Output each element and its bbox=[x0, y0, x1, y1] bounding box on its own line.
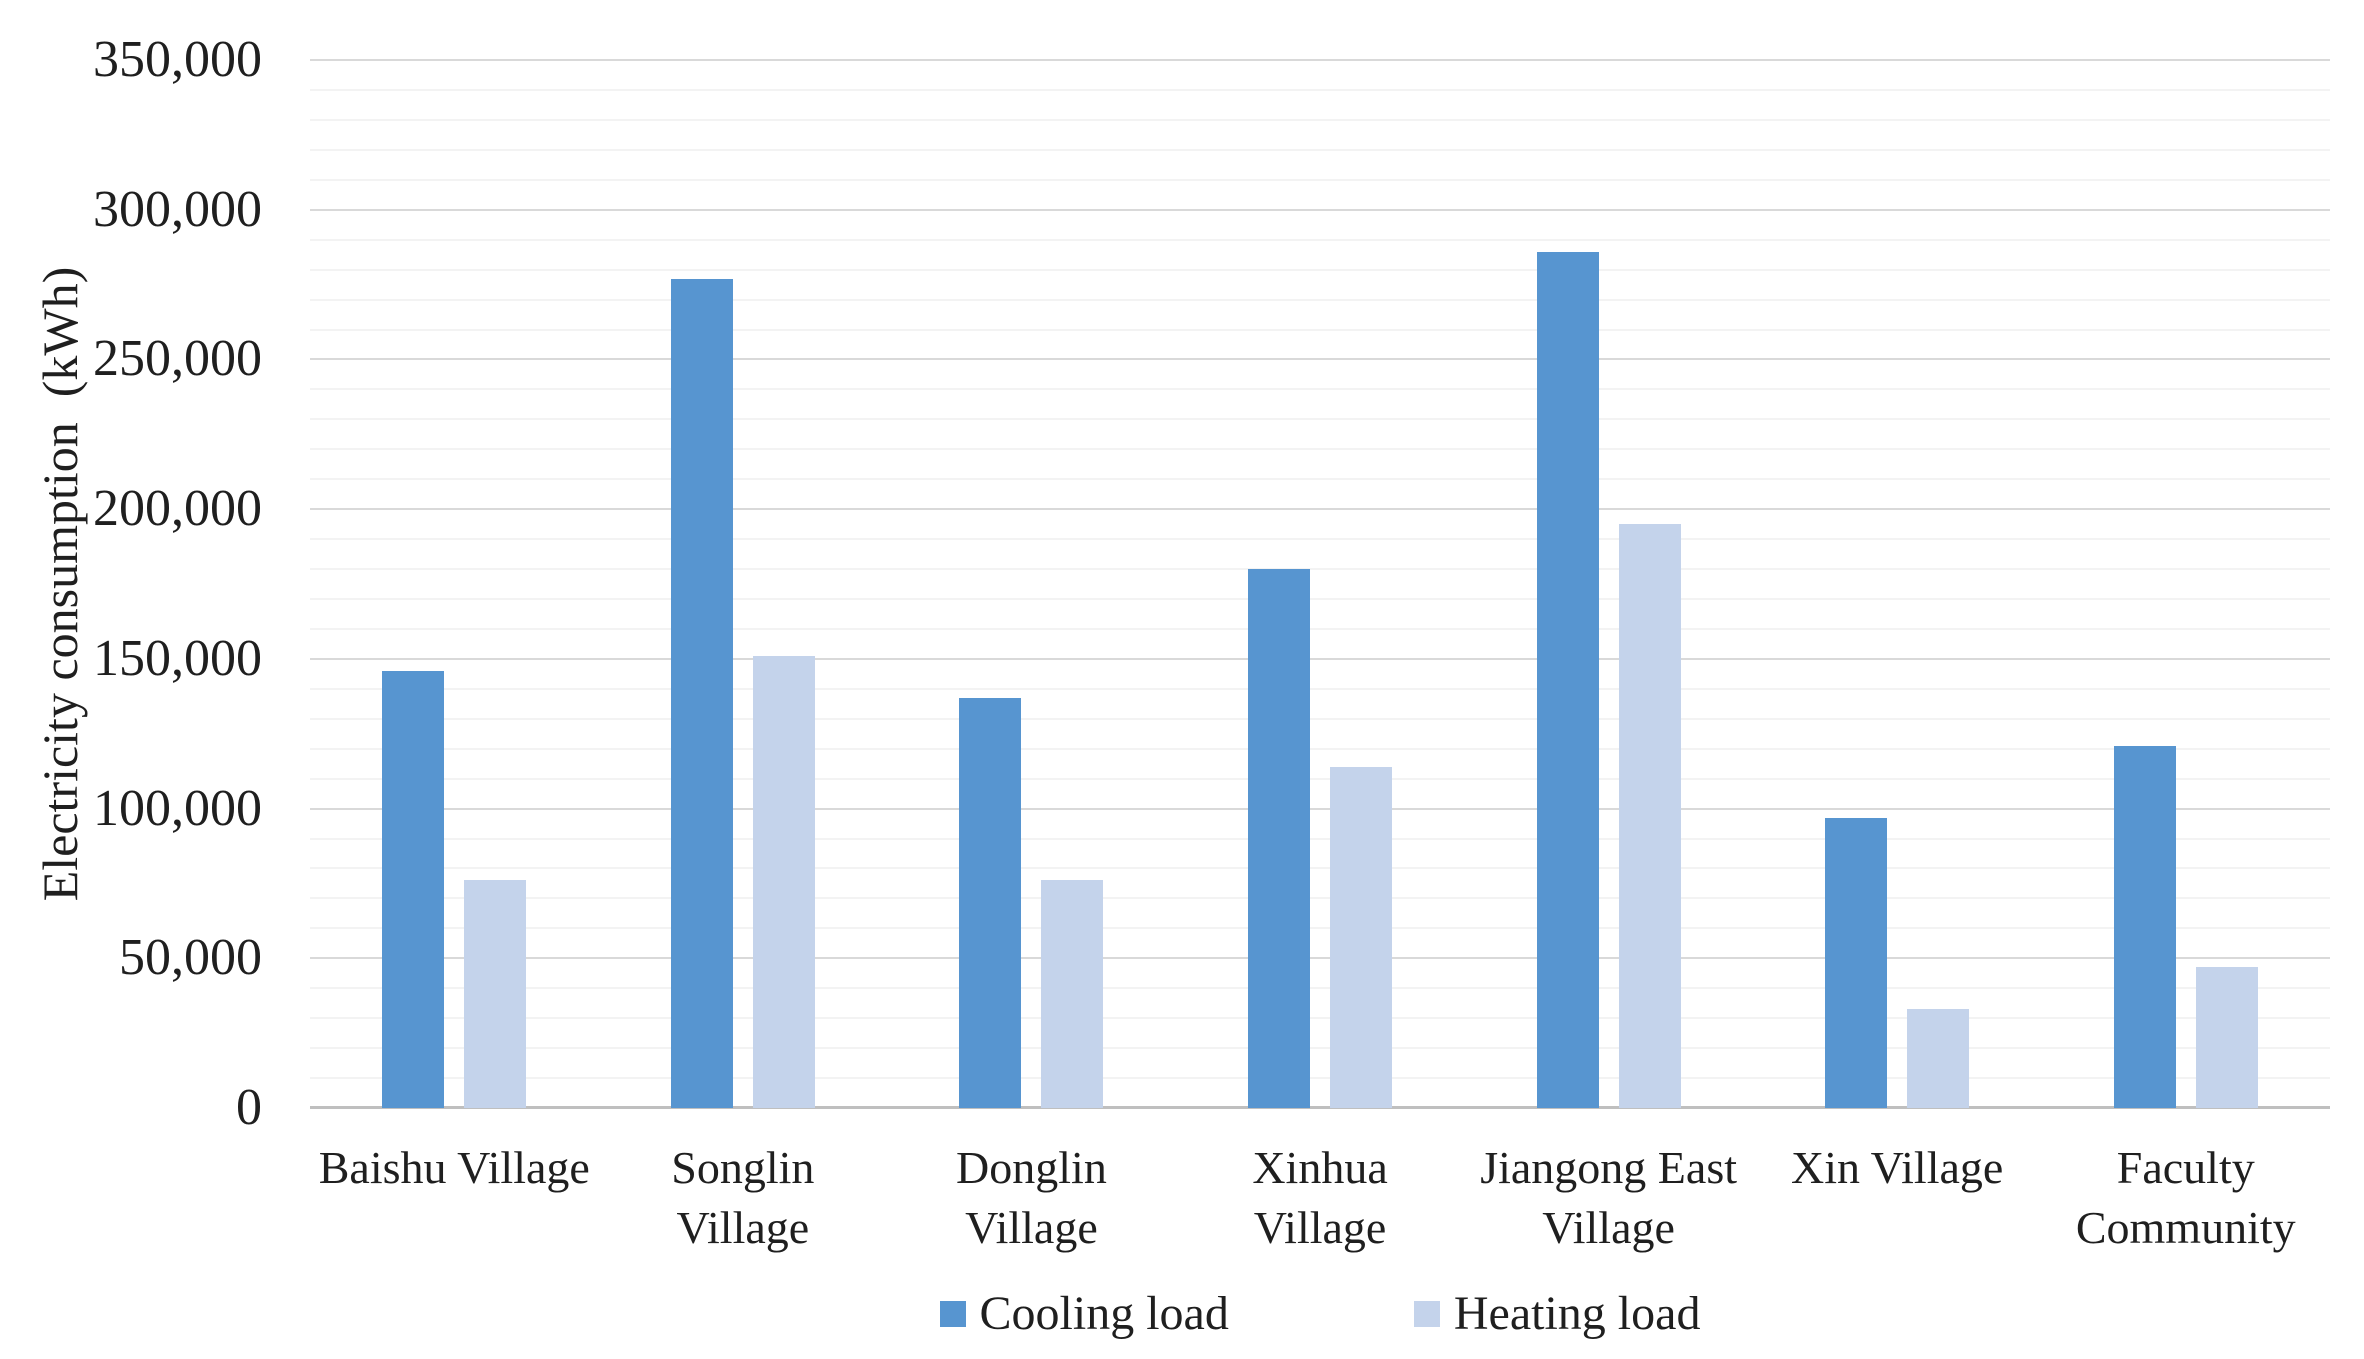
gridline-major bbox=[310, 358, 2330, 361]
gridline-major bbox=[310, 208, 2330, 211]
gridline-minor bbox=[310, 897, 2330, 900]
gridline-minor bbox=[310, 148, 2330, 151]
bar-cooling-load bbox=[1825, 817, 1888, 1108]
legend: Cooling load Heating load bbox=[310, 1288, 2330, 1340]
gridline-minor bbox=[310, 388, 2330, 391]
gridline-major bbox=[310, 957, 2330, 960]
y-tick-label: 350,000 bbox=[93, 31, 262, 88]
legend-item-heating-load: Heating load bbox=[1413, 1287, 1701, 1340]
gridline-minor bbox=[310, 328, 2330, 331]
gridline-minor bbox=[310, 687, 2330, 690]
gridline-minor bbox=[310, 298, 2330, 301]
bar-cooling-load bbox=[1536, 251, 1599, 1108]
gridline-minor bbox=[310, 867, 2330, 870]
gridline-minor bbox=[310, 448, 2330, 451]
gridline-minor bbox=[310, 837, 2330, 840]
bar-cooling-load bbox=[959, 697, 1022, 1108]
gridline-minor bbox=[310, 1017, 2330, 1020]
legend-item-cooling-load: Cooling load bbox=[939, 1287, 1229, 1340]
gridline-major bbox=[310, 807, 2330, 810]
legend-label-heating-load: Heating load bbox=[1453, 1287, 1701, 1340]
gridline-minor bbox=[310, 238, 2330, 241]
gridline-minor bbox=[310, 478, 2330, 481]
y-tick-label: 150,000 bbox=[93, 629, 262, 687]
plot-area bbox=[310, 59, 2330, 1109]
x-axis-labels: Baishu Village Songlin Village Donglin Vil… bbox=[310, 1138, 2330, 1258]
x-category-label-baishu-village: Baishu Village bbox=[318, 1142, 590, 1193]
gridline-minor bbox=[310, 538, 2330, 541]
bar-group-xin-village bbox=[1753, 60, 2042, 1108]
bar-heating-load bbox=[1907, 1009, 1970, 1108]
bar-heating-load bbox=[1618, 524, 1681, 1108]
gridline-minor bbox=[310, 747, 2330, 750]
bar-group-baishu-village bbox=[310, 60, 599, 1108]
legend-label-cooling-load: Cooling load bbox=[979, 1287, 1229, 1340]
y-axis-ticks: 0 50,000 100,000 150,000 200,000 250,000 300,0… bbox=[0, 34, 262, 1134]
gridline-major bbox=[310, 59, 2330, 61]
gridline-minor bbox=[310, 1077, 2330, 1080]
y-tick-label: 50,000 bbox=[119, 929, 262, 987]
bar-heating-load bbox=[2195, 967, 2258, 1108]
gridline-minor bbox=[310, 268, 2330, 271]
gridline-minor bbox=[310, 88, 2330, 91]
gridline-minor bbox=[310, 597, 2330, 600]
gridline-minor bbox=[310, 178, 2330, 181]
gridline-minor bbox=[310, 418, 2330, 421]
gridline-minor bbox=[310, 118, 2330, 121]
gridline-minor bbox=[310, 777, 2330, 780]
y-tick-label: 0 bbox=[236, 1079, 262, 1136]
legend-swatch-cooling-load bbox=[939, 1301, 966, 1327]
gridline-minor bbox=[310, 927, 2330, 930]
bar-cooling-load bbox=[1247, 569, 1310, 1108]
y-tick-label: 100,000 bbox=[93, 779, 262, 837]
gridline-major bbox=[310, 657, 2330, 660]
x-axis-line bbox=[310, 1106, 2330, 1109]
bar-group-jiangong-east-village bbox=[1464, 60, 1753, 1108]
bar-group-faculty-community bbox=[2041, 60, 2330, 1108]
bar-cooling-load bbox=[670, 278, 733, 1108]
x-category-label-xinhua-village: Xinhua Village bbox=[1252, 1142, 1388, 1253]
gridline-minor bbox=[310, 568, 2330, 571]
bar-heating-load bbox=[752, 655, 815, 1108]
x-category-label-jiangong-east-village: Jiangong East Village bbox=[1480, 1142, 1737, 1253]
bar-cooling-load bbox=[382, 670, 445, 1108]
x-category-label-xin-village: Xin Village bbox=[1791, 1142, 2004, 1193]
bar-group-donglin-village bbox=[887, 60, 1176, 1108]
gridline-minor bbox=[310, 1047, 2330, 1050]
y-tick-label: 200,000 bbox=[93, 480, 262, 538]
legend-swatch-heating-load bbox=[1413, 1301, 1440, 1327]
bar-heating-load bbox=[464, 880, 527, 1108]
x-category-label-songlin-village: Songlin Village bbox=[671, 1142, 815, 1253]
bar-heating-load bbox=[1041, 880, 1104, 1108]
gridline-minor bbox=[310, 627, 2330, 630]
y-tick-label: 300,000 bbox=[93, 180, 262, 238]
x-category-label-donglin-village: Donglin Village bbox=[956, 1142, 1107, 1253]
gridline-minor bbox=[310, 987, 2330, 990]
bar-heating-load bbox=[1329, 766, 1392, 1108]
x-category-label-faculty-community: Faculty Community bbox=[2075, 1142, 2296, 1253]
gridline-minor bbox=[310, 717, 2330, 720]
bar-cooling-load bbox=[2113, 745, 2176, 1108]
bar-group-xinhua-village bbox=[1176, 60, 1465, 1108]
bar-group-songlin-village bbox=[599, 60, 888, 1108]
gridline-major bbox=[310, 508, 2330, 511]
y-tick-label: 250,000 bbox=[93, 330, 262, 388]
